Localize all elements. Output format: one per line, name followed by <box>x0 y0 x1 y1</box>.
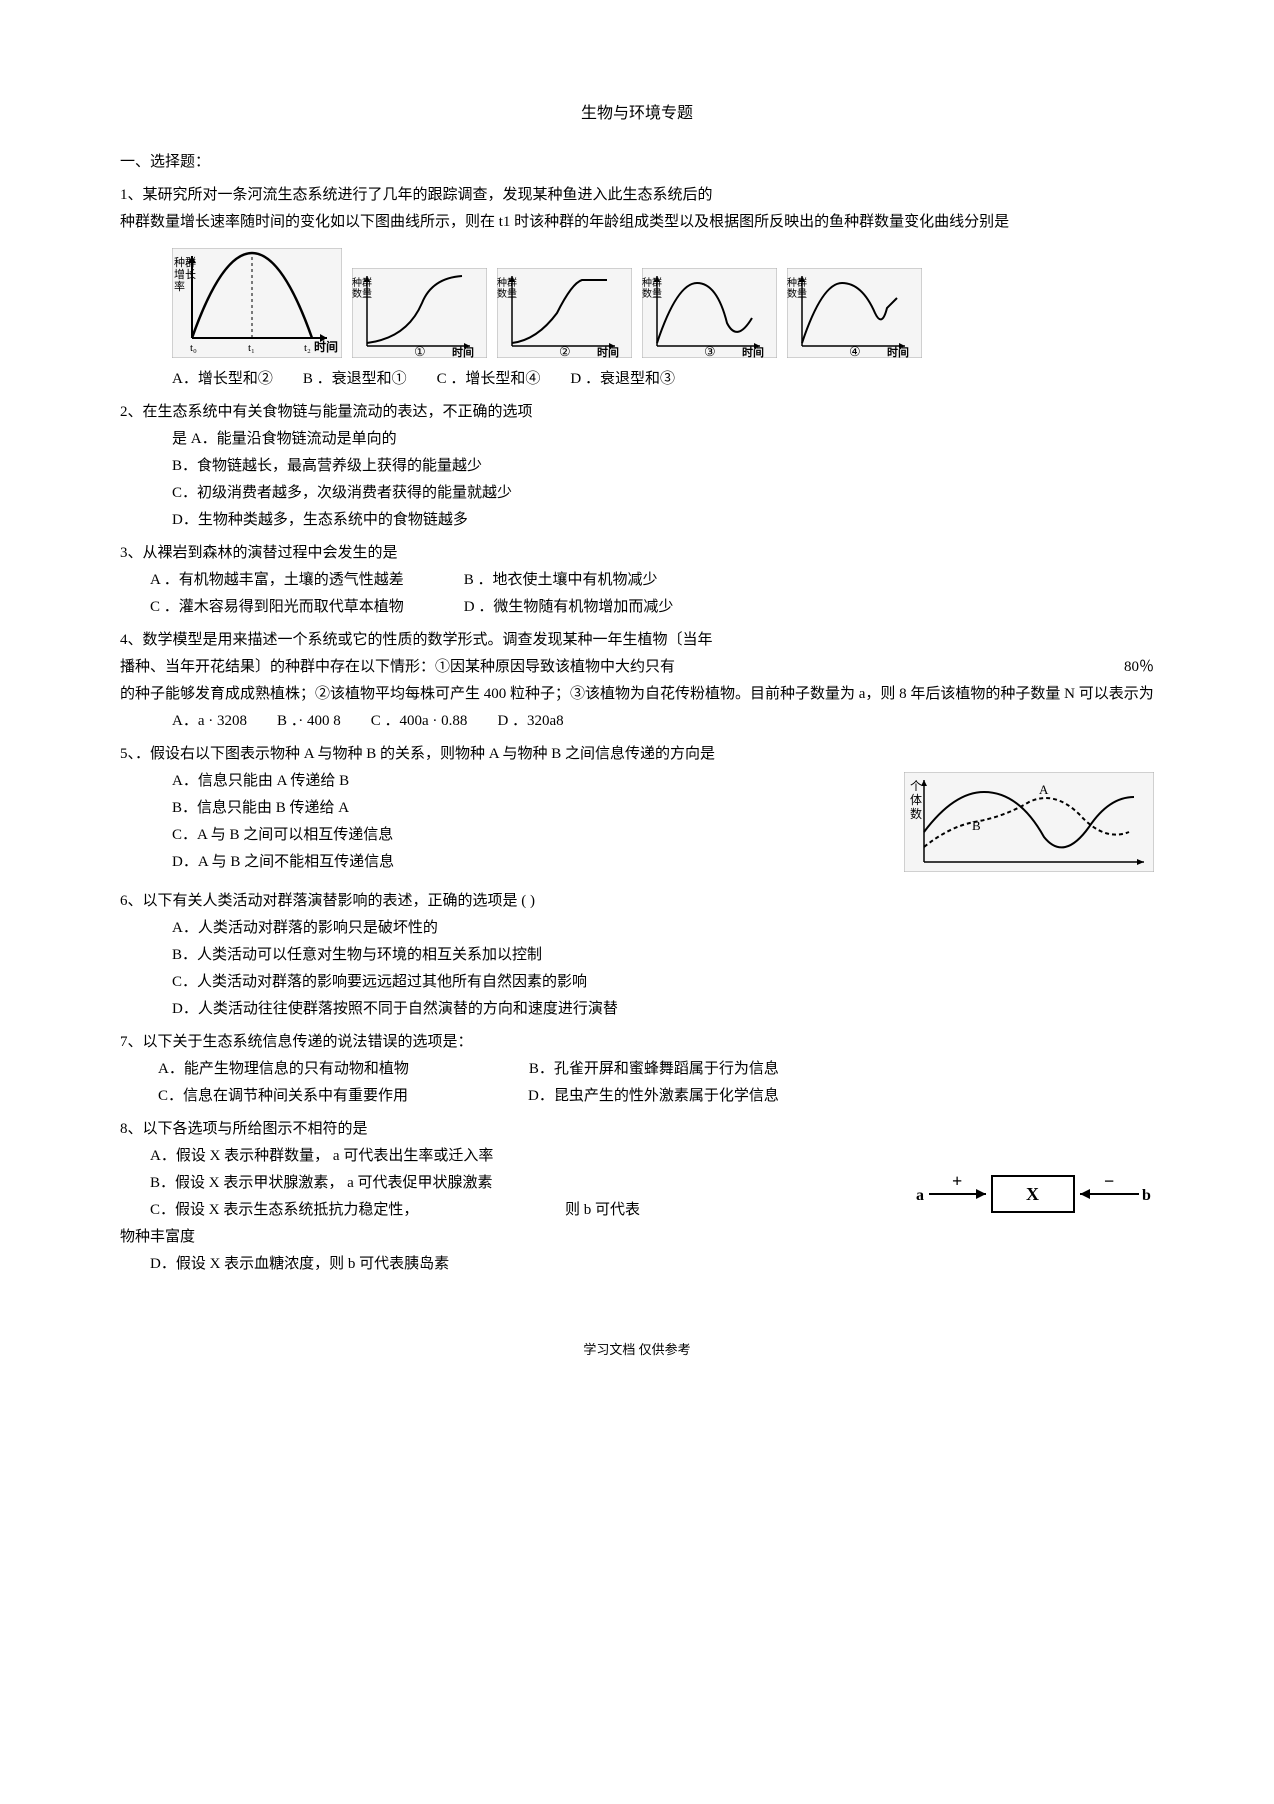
q8-opt-d: D．假设 X 表示血糖浓度，则 b 可代表胰岛素 <box>120 1251 1154 1278</box>
q7-opt-b: B．孔雀开屏和蜜蜂舞蹈属于行为信息 <box>529 1056 779 1083</box>
q1-chart-4: 种群 数量 时间 ④ <box>787 268 922 358</box>
q7-stem: 7、以下关于生态系统信息传递的说法错误的选项是： <box>120 1029 1154 1056</box>
q1-opt-b: B ．衰退型和① <box>303 366 407 393</box>
q7-opt-d: D．昆虫产生的性外激素属于化学信息 <box>528 1083 779 1110</box>
question-3: 3、从裸岩到森林的演替过程中会发生的是 A ．有机物越丰富，土壤的透气性越差 B… <box>120 540 1154 621</box>
q4-opt-c: C ．400a · 0.88 <box>371 708 468 735</box>
section-heading: 一、选择题： <box>120 149 1154 176</box>
q5-chart: 个 体 数 A B <box>904 772 1154 882</box>
svg-text:t₁: t₁ <box>248 342 255 354</box>
ylabel: 种群 <box>174 255 196 269</box>
q8-opt-c-line2: 物种丰富度 <box>120 1224 1154 1251</box>
q1-chart-1: 种群 数量 时间 ① <box>352 268 487 358</box>
svg-text:b: b <box>1142 1187 1151 1204</box>
svg-text:A: A <box>1039 782 1049 797</box>
question-8: 8、以下各选项与所给图示不相符的是 A．假设 X 表示种群数量， a 可代表出生… <box>120 1116 1154 1278</box>
q8-opt-a: A．假设 X 表示种群数量， a 可代表出生率或迁入率 <box>120 1143 1154 1170</box>
q7-opt-c: C．信息在调节种间关系中有重要作用 <box>158 1083 408 1110</box>
svg-text:数: 数 <box>910 806 922 821</box>
q4-stem-3: 的种子能够发育成成熟植株；②该植物平均每株可产生 400 粒种子；③该植物为自花… <box>120 681 1154 708</box>
q3-opt-c: C ．灌木容易得到阳光而取代草本植物 <box>150 594 404 621</box>
q4-opt-d: D ．320a8 <box>497 708 563 735</box>
q5-stem: 5、．假设右以下图表示物种 A 与物种 B 的关系，则物种 A 与物种 B 之间… <box>120 741 1154 768</box>
q1-charts: 种群 增长 率 t₀ t₁ t₂ 时间 种群 数量 时间 ① <box>172 248 1154 358</box>
svg-text:体: 体 <box>910 793 922 807</box>
q2-opt-c: C．初级消费者越多，次级消费者获得的能量就越少 <box>120 480 1154 507</box>
svg-text:①: ① <box>414 344 426 358</box>
q6-opt-c: C．人类活动对群落的影响要远远超过其他所有自然因素的影响 <box>120 969 1154 996</box>
svg-text:数量: 数量 <box>352 287 372 300</box>
q1-opt-c: C ．增长型和④ <box>437 366 541 393</box>
svg-text:数量: 数量 <box>497 287 517 300</box>
svg-text:B: B <box>972 818 981 833</box>
q6-opt-d: D．人类活动往往使群落按照不同于自然演替的方向和速度进行演替 <box>120 996 1154 1023</box>
svg-text:t₂: t₂ <box>304 342 311 354</box>
question-4: 4、数学模型是用来描述一个系统或它的性质的数学形式。调查发现某种一年生植物〔当年… <box>120 627 1154 735</box>
q2-is-a: 是 A．能量沿食物链流动是单向的 <box>120 426 1154 453</box>
svg-text:t₀: t₀ <box>190 342 197 354</box>
q8-opt-c-post: 则 b 可代表 <box>565 1197 640 1224</box>
question-6: 6、以下有关人类活动对群落演替影响的表述，正确的选项是 ( ) A．人类活动对群… <box>120 888 1154 1023</box>
question-2: 2、在生态系统中有关食物链与能量流动的表达，不正确的选项 是 A．能量沿食物链流… <box>120 399 1154 534</box>
q2-opt-b: B．食物链越长，最高营养级上获得的能量越少 <box>120 453 1154 480</box>
svg-text:②: ② <box>559 344 571 358</box>
svg-text:个: 个 <box>910 779 922 793</box>
svg-text:+: + <box>952 1171 962 1191</box>
q4-opt-b: B ．· 400 8 <box>277 708 341 735</box>
svg-text:数量: 数量 <box>642 287 662 300</box>
q4-opt-a: A．a · 3208 <box>172 708 247 735</box>
q8-diagram: X a + − b <box>914 1170 1154 1228</box>
q4-stem-1: 4、数学模型是用来描述一个系统或它的性质的数学形式。调查发现某种一年生植物〔当年 <box>120 627 1154 654</box>
svg-text:种群: 种群 <box>497 276 517 289</box>
q1-chart-3: 种群 数量 时间 ③ <box>642 268 777 358</box>
svg-text:时间: 时间 <box>452 345 474 358</box>
page-footer: 学习文档 仅供参考 <box>120 1338 1154 1361</box>
q1-opt-a: A．增长型和② <box>172 366 273 393</box>
q6-opt-b: B．人类活动可以任意对生物与环境的相互关系加以控制 <box>120 942 1154 969</box>
q1-stem-1: 1、某研究所对一条河流生态系统进行了几年的跟踪调查，发现某种鱼进入此生态系统后的 <box>120 182 1154 209</box>
svg-text:−: − <box>1104 1171 1114 1191</box>
q1-main-chart: 种群 增长 率 t₀ t₁ t₂ 时间 <box>172 248 342 358</box>
q4-stem2-pct: 80％ <box>1124 654 1154 681</box>
svg-text:a: a <box>916 1187 924 1204</box>
q3-opt-a: A ．有机物越丰富，土壤的透气性越差 <box>150 567 404 594</box>
svg-text:数量: 数量 <box>787 287 807 300</box>
q1-chart-2: 种群 数量 时间 ② <box>497 268 632 358</box>
question-5: 5、．假设右以下图表示物种 A 与物种 B 的关系，则物种 A 与物种 B 之间… <box>120 741 1154 882</box>
q4-stem-2: 播种、当年开花结果〕的种群中存在以下情形：①因某种原因导致该植物中大约只有 80… <box>120 654 1154 681</box>
svg-text:种群: 种群 <box>642 276 662 289</box>
q7-opt-a: A．能产生物理信息的只有动物和植物 <box>158 1056 409 1083</box>
page-title: 生物与环境专题 <box>120 100 1154 129</box>
svg-text:X: X <box>1026 1184 1039 1204</box>
svg-text:时间: 时间 <box>597 345 619 358</box>
q4-options: A．a · 3208 B ．· 400 8 C ．400a · 0.88 D ．… <box>120 708 1154 735</box>
svg-text:时间: 时间 <box>742 345 764 358</box>
q3-opt-b: B ．地衣使土壤中有机物减少 <box>464 567 658 594</box>
svg-text:种群: 种群 <box>787 276 807 289</box>
svg-text:种群: 种群 <box>352 276 372 289</box>
q8-stem: 8、以下各选项与所给图示不相符的是 <box>120 1116 1154 1143</box>
svg-text:时间: 时间 <box>314 339 338 354</box>
q8-opt-c-pre: C．假设 X 表示生态系统抵抗力稳定性， <box>150 1197 418 1224</box>
q3-opt-d: D ．微生物随有机物增加而减少 <box>464 594 674 621</box>
q2-opt-d: D．生物种类越多，生态系统中的食物链越多 <box>120 507 1154 534</box>
svg-text:率: 率 <box>174 279 185 293</box>
q1-stem-2: 种群数量增长速率随时间的变化如以下图曲线所示，则在 t1 时该种群的年龄组成类型… <box>120 209 1154 236</box>
q1-opt-d: D ．衰退型和③ <box>570 366 675 393</box>
question-7: 7、以下关于生态系统信息传递的说法错误的选项是： A．能产生物理信息的只有动物和… <box>120 1029 1154 1110</box>
q2-stem: 2、在生态系统中有关食物链与能量流动的表达，不正确的选项 <box>120 399 1154 426</box>
q4-stem2-pre: 播种、当年开花结果〕的种群中存在以下情形：①因某种原因导致该植物中大约只有 <box>120 654 675 681</box>
svg-text:时间: 时间 <box>887 345 909 358</box>
q1-options: A．增长型和② B ．衰退型和① C ．增长型和④ D ．衰退型和③ <box>120 366 1154 393</box>
q3-stem: 3、从裸岩到森林的演替过程中会发生的是 <box>120 540 1154 567</box>
q6-stem: 6、以下有关人类活动对群落演替影响的表述，正确的选项是 ( ) <box>120 888 1154 915</box>
question-1: 1、某研究所对一条河流生态系统进行了几年的跟踪调查，发现某种鱼进入此生态系统后的… <box>120 182 1154 393</box>
q6-opt-a: A．人类活动对群落的影响只是破坏性的 <box>120 915 1154 942</box>
svg-text:③: ③ <box>704 344 716 358</box>
svg-text:④: ④ <box>849 344 861 358</box>
svg-text:增长: 增长 <box>174 267 196 281</box>
